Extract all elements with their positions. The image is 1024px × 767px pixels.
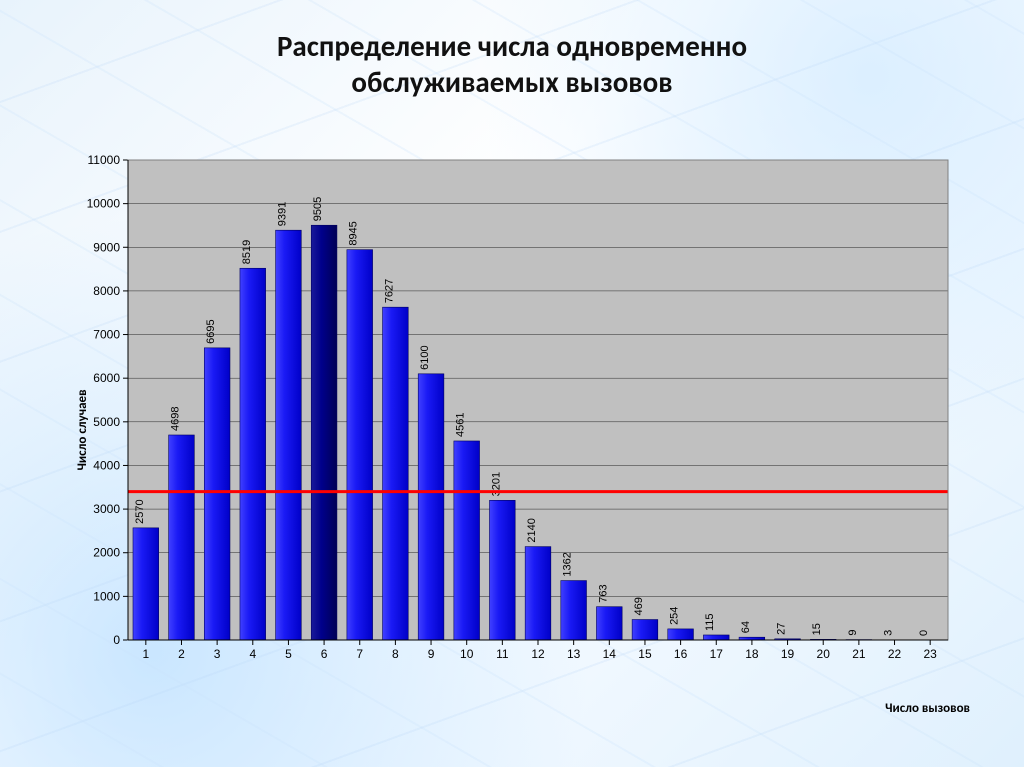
bar [596, 607, 622, 640]
svg-text:6000: 6000 [93, 371, 120, 385]
bar [454, 441, 480, 640]
bar [169, 435, 195, 640]
bar-value-label: 2570 [134, 499, 146, 523]
chart-container: Число случаев 01000200030004000500060007… [60, 150, 980, 710]
bar-value-label: 2140 [526, 518, 538, 542]
bar-value-label: 6100 [419, 345, 431, 369]
bar-value-label: 1362 [562, 552, 574, 576]
svg-text:6: 6 [321, 647, 328, 661]
svg-text:7000: 7000 [93, 328, 120, 342]
svg-text:23: 23 [923, 647, 937, 661]
bar [240, 268, 266, 640]
page-title: Распределение числа одновременно обслужи… [0, 28, 1024, 101]
svg-text:4: 4 [249, 647, 256, 661]
bar [347, 250, 373, 640]
svg-text:15: 15 [638, 647, 652, 661]
bar-value-label: 64 [740, 621, 752, 633]
svg-text:9: 9 [428, 647, 435, 661]
svg-text:4000: 4000 [93, 458, 120, 472]
svg-text:22: 22 [888, 647, 902, 661]
bar-value-label: 27 [776, 623, 788, 635]
title-line-2: обслуживаемых вызовов [0, 64, 1024, 100]
svg-text:1000: 1000 [93, 589, 120, 603]
bar-value-label: 0 [918, 630, 930, 636]
bar [668, 629, 694, 640]
bar-value-label: 4698 [169, 407, 181, 431]
svg-text:10: 10 [460, 647, 474, 661]
bar-value-label: 469 [633, 597, 645, 615]
bar [561, 581, 587, 640]
bar-value-label: 9505 [312, 197, 324, 221]
bar [703, 635, 729, 640]
bar-value-label: 254 [669, 607, 681, 625]
svg-text:3: 3 [214, 647, 221, 661]
svg-text:14: 14 [603, 647, 617, 661]
slide-background: Распределение числа одновременно обслужи… [0, 0, 1024, 767]
bar-value-label: 3 [883, 630, 895, 636]
bar-value-label: 8519 [241, 240, 253, 264]
svg-text:8: 8 [392, 647, 399, 661]
svg-text:10000: 10000 [87, 197, 121, 211]
svg-text:11000: 11000 [88, 153, 121, 167]
svg-text:12: 12 [531, 647, 545, 661]
svg-text:7: 7 [356, 647, 363, 661]
bar [311, 225, 337, 640]
svg-text:5000: 5000 [93, 415, 120, 429]
svg-text:11: 11 [496, 647, 509, 661]
svg-text:19: 19 [781, 647, 795, 661]
bar [632, 620, 658, 640]
bar [383, 307, 409, 640]
bar-value-label: 115 [704, 613, 716, 631]
svg-text:8000: 8000 [93, 284, 120, 298]
svg-text:0: 0 [113, 633, 120, 647]
svg-text:2: 2 [178, 647, 185, 661]
bar-value-label: 4561 [455, 412, 467, 436]
bar [276, 230, 302, 640]
svg-text:20: 20 [817, 647, 831, 661]
bar-value-label: 763 [597, 584, 609, 602]
bar-value-label: 9391 [276, 202, 288, 226]
svg-text:3000: 3000 [93, 502, 120, 516]
bar [525, 547, 551, 640]
y-axis-label: Число случаев [75, 389, 90, 470]
bar [490, 500, 516, 640]
svg-text:21: 21 [852, 647, 866, 661]
bar-value-label: 7627 [383, 279, 395, 303]
svg-text:16: 16 [674, 647, 688, 661]
bar-value-label: 9 [847, 629, 859, 635]
svg-text:13: 13 [567, 647, 581, 661]
svg-text:2000: 2000 [93, 546, 120, 560]
bar-value-label: 15 [811, 623, 823, 635]
svg-text:5: 5 [285, 647, 292, 661]
bar-value-label: 8945 [348, 221, 360, 245]
bar-chart: 0100020003000400050006000700080009000100… [60, 150, 980, 710]
svg-text:17: 17 [710, 647, 724, 661]
bar [418, 374, 444, 640]
bar-value-label: 6695 [205, 319, 217, 343]
x-axis-label: Число вызовов [885, 701, 970, 716]
svg-text:18: 18 [745, 647, 759, 661]
bar [204, 348, 230, 640]
bar [133, 528, 159, 640]
svg-text:1: 1 [142, 647, 149, 661]
svg-text:9000: 9000 [93, 240, 120, 254]
title-line-1: Распределение числа одновременно [0, 28, 1024, 64]
